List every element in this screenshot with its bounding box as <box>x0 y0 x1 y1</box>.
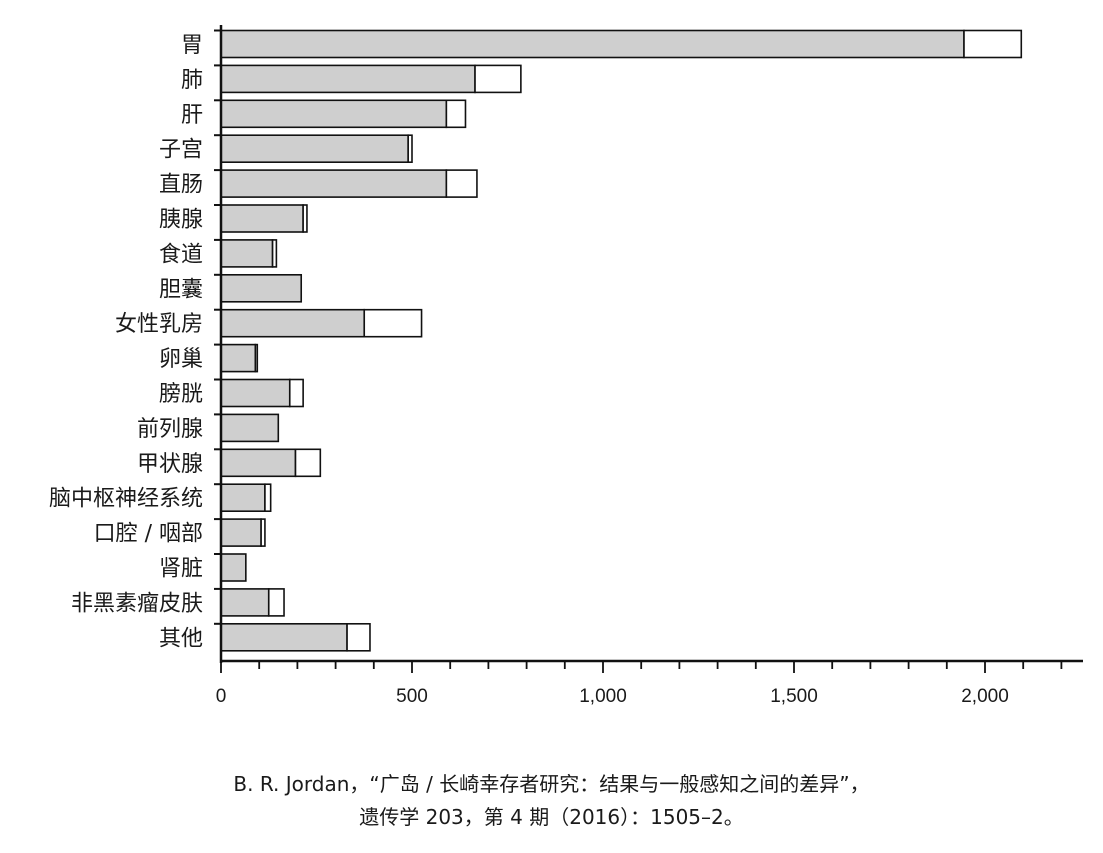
bar-segment-white <box>302 204 308 233</box>
bar-segment-shaded <box>220 273 303 303</box>
figure-caption: B. R. Jordan，“广岛 / 长崎幸存者研究：结果与一般感知之间的差异”… <box>0 768 1103 834</box>
bar-segment-shaded <box>220 553 247 582</box>
category-label: 胰腺 <box>159 208 203 233</box>
bar-segment-shaded <box>220 308 366 338</box>
category-label: 食道 <box>159 242 203 267</box>
bar-segment-white <box>363 308 423 338</box>
bar-segment-white <box>260 518 266 547</box>
bar-segment-white <box>288 378 304 408</box>
bar-segment-white <box>346 622 371 652</box>
bar-segment-shaded <box>220 448 297 478</box>
x-tick-label: 1,500 <box>770 686 818 707</box>
bar-segment-white <box>963 29 1023 59</box>
category-label: 肝 <box>181 103 203 128</box>
category-label: 甲状腺 <box>137 452 203 477</box>
category-label: 卵巢 <box>159 347 203 372</box>
category-label: 前列腺 <box>137 417 203 442</box>
category-label: 胃 <box>181 33 203 58</box>
bar-segment-shaded <box>220 239 274 268</box>
x-tick-label: 0 <box>216 686 227 707</box>
bar-segment-white <box>294 448 322 478</box>
category-label: 其他 <box>159 626 203 651</box>
category-label: 口腔 / 咽部 <box>94 522 203 547</box>
bar-segment-shaded <box>220 622 348 652</box>
caption-line-2: 遗传学 203，第 4 期（2016）：1505–2。 <box>359 805 744 829</box>
bar-segment-shaded <box>220 134 409 163</box>
bar-segment-white <box>445 99 467 129</box>
bar-segment-shaded <box>220 518 262 547</box>
bar-segment-white <box>254 343 259 373</box>
category-label: 胆囊 <box>159 277 203 302</box>
bar-segment-white <box>407 134 413 163</box>
category-label: 膀胱 <box>159 382 203 407</box>
bar-segment-shaded <box>220 413 280 443</box>
category-label: 脑中枢神经系统 <box>49 487 203 512</box>
bar-segment-shaded <box>220 588 270 617</box>
x-tick-label: 2,000 <box>961 686 1009 707</box>
category-label: 非黑素瘤皮肤 <box>71 591 203 616</box>
axes-layer <box>214 25 1083 673</box>
bar-segment-shaded <box>220 483 266 513</box>
bar-segment-white <box>474 64 522 94</box>
bar-segment-shaded <box>220 378 291 408</box>
bar-segment-white <box>264 483 272 513</box>
category-label: 肺 <box>181 68 203 93</box>
category-label: 直肠 <box>159 173 203 198</box>
bars-layer <box>220 29 1023 652</box>
bar-segment-shaded <box>220 204 304 233</box>
x-tick-label: 1,000 <box>579 686 627 707</box>
category-label: 女性乳房 <box>115 312 203 337</box>
bar-segment-shaded <box>220 99 448 129</box>
bar-segment-shaded <box>220 343 257 373</box>
bar-segment-white <box>267 588 285 617</box>
bar-segment-white <box>445 169 478 198</box>
bar-segment-shaded <box>220 64 476 94</box>
caption-line-1: B. R. Jordan，“广岛 / 长崎幸存者研究：结果与一般感知之间的差异”… <box>233 772 870 796</box>
category-label: 肾脏 <box>159 557 203 582</box>
category-label: 子宫 <box>159 138 203 163</box>
bar-segment-shaded <box>220 169 448 198</box>
bar-segment-white <box>271 239 278 268</box>
x-tick-label: 500 <box>396 686 428 707</box>
bar-segment-shaded <box>220 29 965 59</box>
